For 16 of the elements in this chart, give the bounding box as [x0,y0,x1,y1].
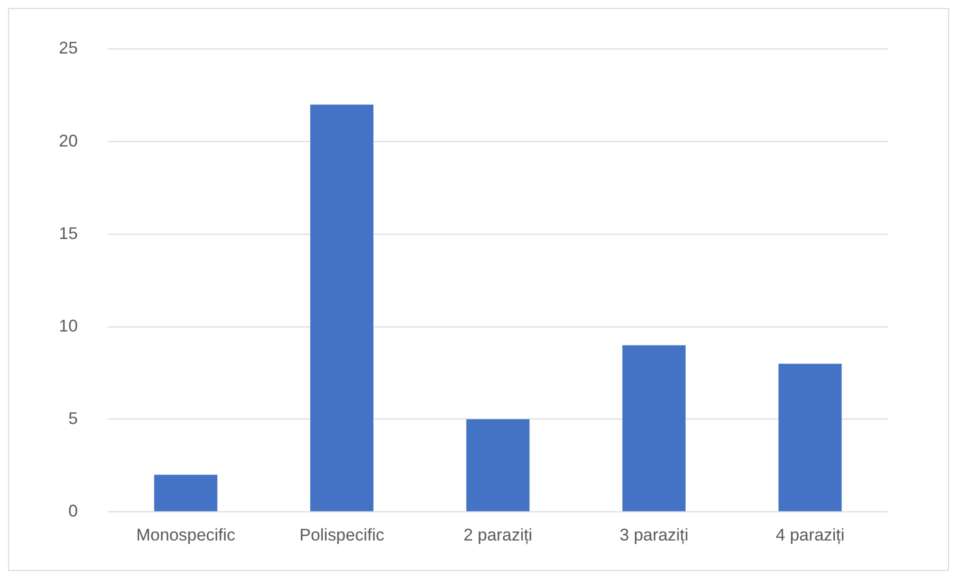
x-tick-label: 4 paraziți [776,526,844,545]
bar [310,104,374,512]
x-tick-label: Polispecific [299,526,385,545]
x-tick-label: 3 paraziți [620,526,688,545]
x-tick-label: 2 paraziți [464,526,532,545]
y-tick-label: 10 [58,316,78,336]
bar [778,364,842,512]
bar [154,474,218,512]
y-tick-label: 15 [58,224,78,243]
bar [466,419,530,512]
y-tick-label: 0 [68,501,78,520]
y-tick-label: 25 [58,38,78,58]
y-tick-label: 20 [58,131,78,150]
bar [622,345,686,512]
x-tick-label: Monospecific [136,526,236,545]
y-tick-label: 5 [68,408,78,428]
